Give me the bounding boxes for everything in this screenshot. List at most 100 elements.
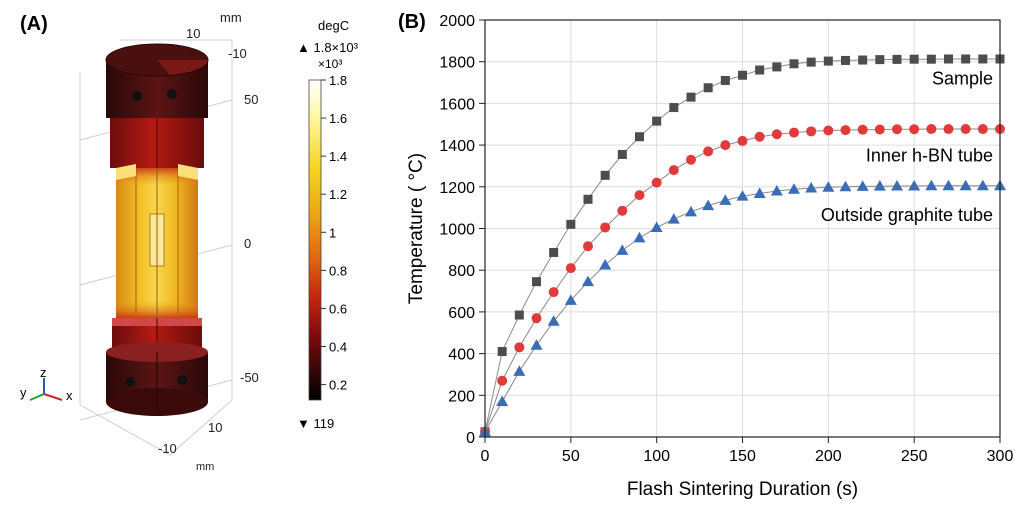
y-tick-label: 1600 xyxy=(439,96,475,113)
data-point xyxy=(617,205,628,216)
y-tick-label: 200 xyxy=(448,388,475,405)
data-point xyxy=(566,219,576,229)
data-point xyxy=(531,313,542,324)
data-point xyxy=(959,179,972,191)
data-point xyxy=(650,221,663,232)
data-point xyxy=(841,55,850,65)
colorbar-tick-label: 0.8 xyxy=(329,263,347,278)
data-point xyxy=(892,124,902,135)
data-point xyxy=(532,277,541,287)
x-tick-label: 300 xyxy=(987,448,1014,465)
colorbar-multiplier: ×10³ xyxy=(318,57,342,71)
x-tick-label: 150 xyxy=(729,448,756,465)
panel-a-figure: (A) xyxy=(20,10,359,473)
y-tick-label: 600 xyxy=(448,305,475,322)
data-point xyxy=(564,294,577,305)
x-tick-label: 200 xyxy=(815,448,842,465)
data-point xyxy=(496,395,509,407)
data-point xyxy=(873,180,886,191)
colorbar: degC ▲ 1.8×10³ ×10³ 1.8 1.6 1.4 1.2 1 0.8 0.6 0… xyxy=(297,18,359,431)
data-point xyxy=(926,54,936,64)
data-point xyxy=(840,125,851,136)
triad-z-label: z xyxy=(40,365,47,380)
data-point xyxy=(823,125,834,136)
data-point xyxy=(960,124,971,135)
panel-b-label: (B) xyxy=(398,11,426,33)
data-point xyxy=(634,190,645,201)
colorbar-min-marker: ▼ 119 xyxy=(297,416,334,431)
data-point xyxy=(805,182,818,193)
data-point xyxy=(737,135,748,146)
data-point xyxy=(874,124,885,135)
data-point xyxy=(600,170,610,180)
data-point xyxy=(719,194,732,205)
triad-x-label: x xyxy=(66,388,73,403)
y-tick-label: 400 xyxy=(448,347,475,364)
data-point xyxy=(789,127,799,138)
colorbar-unit: degC xyxy=(318,18,349,33)
data-point xyxy=(617,149,627,159)
series-label: Outside graphite tube xyxy=(821,205,993,225)
data-point xyxy=(652,116,662,126)
data-point xyxy=(667,213,680,224)
data-point xyxy=(976,179,989,191)
data-point xyxy=(685,205,697,217)
data-point xyxy=(599,258,612,270)
data-point xyxy=(978,54,988,64)
y-axis-title: Temperature ( °C) xyxy=(406,153,427,304)
panel-a: (A) xyxy=(0,0,390,506)
y-tick-label: 1000 xyxy=(439,222,475,239)
colorbar-tick-label: 0.6 xyxy=(329,301,347,316)
data-point xyxy=(736,190,749,201)
data-point xyxy=(806,57,816,67)
data-point xyxy=(857,124,868,135)
data-point xyxy=(497,347,507,357)
data-point xyxy=(720,75,730,85)
axis-ticks: 0 50 100 150 200 250 300 0 200 400 600 800 1000 1200 1… xyxy=(439,13,1013,465)
bottom-tick-neg10: -10 xyxy=(158,441,177,456)
data-point xyxy=(583,241,593,252)
x-tick-label: 100 xyxy=(643,448,670,465)
x-tick-label: 50 xyxy=(562,448,580,465)
data-point xyxy=(635,132,644,142)
data-point xyxy=(892,54,902,64)
data-point xyxy=(582,275,594,287)
colorbar-tick-label: 1.6 xyxy=(329,111,347,126)
panel-b: (B) 0 50 100 150 200 250 300 0 200 400 600 800 1000 1… xyxy=(390,0,1015,506)
data-point xyxy=(669,103,679,113)
data-point xyxy=(754,131,765,142)
data-point xyxy=(565,263,576,274)
data-point xyxy=(806,126,817,137)
data-point xyxy=(513,365,526,376)
data-point xyxy=(822,181,835,192)
data-point xyxy=(771,129,782,140)
colorbar-tick-label: 1.2 xyxy=(329,187,347,202)
y-tick-label: 1400 xyxy=(439,138,475,155)
mm-unit-bottom: mm xyxy=(196,461,214,473)
hot-zone xyxy=(116,164,198,318)
data-point xyxy=(944,54,953,64)
data-point xyxy=(839,180,852,192)
data-point xyxy=(823,56,833,66)
data-point xyxy=(961,54,971,64)
data-point xyxy=(943,124,954,135)
data-point xyxy=(789,59,799,69)
z-tick-50: 50 xyxy=(244,92,258,107)
colorbar-gradient xyxy=(308,79,322,401)
data-point xyxy=(616,244,629,255)
series-layer xyxy=(479,54,1006,437)
data-point xyxy=(600,222,611,233)
data-point xyxy=(686,92,696,102)
data-point xyxy=(856,180,869,191)
y-tick-label: 800 xyxy=(448,263,475,280)
data-point xyxy=(720,140,731,151)
grid-lines xyxy=(484,19,1001,438)
data-point xyxy=(891,179,903,191)
data-point xyxy=(909,124,920,135)
y-tick-label: 2000 xyxy=(439,13,475,30)
colorbar-tick-label: 0.2 xyxy=(329,378,347,393)
series-label: Sample xyxy=(932,69,993,89)
data-point xyxy=(755,65,765,75)
data-point xyxy=(858,55,868,65)
top-tick-10: 10 xyxy=(186,26,200,41)
